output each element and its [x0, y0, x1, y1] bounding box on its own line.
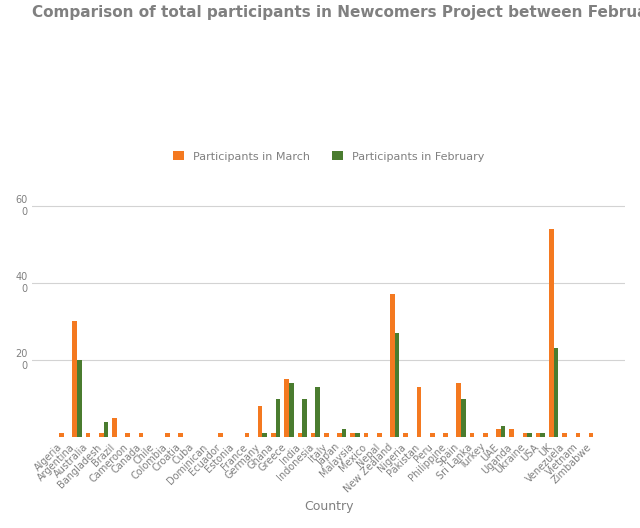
Bar: [461, 399, 466, 437]
X-axis label: Country: Country: [304, 500, 353, 513]
Bar: [289, 383, 294, 437]
Bar: [355, 433, 360, 437]
Bar: [549, 229, 554, 437]
Bar: [125, 433, 130, 437]
Bar: [496, 429, 500, 437]
Bar: [77, 360, 82, 437]
Bar: [86, 433, 90, 437]
Bar: [311, 433, 316, 437]
Bar: [390, 295, 395, 437]
Bar: [276, 399, 280, 437]
Bar: [302, 399, 307, 437]
Bar: [324, 433, 328, 437]
Bar: [470, 433, 474, 437]
Bar: [509, 429, 514, 437]
Bar: [575, 433, 580, 437]
Bar: [99, 433, 104, 437]
Bar: [284, 379, 289, 437]
Bar: [165, 433, 170, 437]
Bar: [351, 433, 355, 437]
Bar: [112, 418, 116, 437]
Bar: [430, 433, 435, 437]
Bar: [456, 383, 461, 437]
Bar: [218, 433, 223, 437]
Bar: [563, 433, 567, 437]
Bar: [395, 333, 399, 437]
Bar: [72, 322, 77, 437]
Bar: [527, 433, 532, 437]
Text: Comparison of total participants in Newcomers Project between February 2021 and : Comparison of total participants in Newc…: [32, 5, 640, 20]
Bar: [523, 433, 527, 437]
Bar: [244, 433, 249, 437]
Bar: [262, 433, 267, 437]
Legend: Participants in March, Participants in February: Participants in March, Participants in F…: [168, 147, 489, 166]
Bar: [139, 433, 143, 437]
Bar: [554, 348, 558, 437]
Bar: [316, 387, 320, 437]
Bar: [540, 433, 545, 437]
Bar: [258, 406, 262, 437]
Bar: [403, 433, 408, 437]
Bar: [271, 433, 276, 437]
Bar: [536, 433, 540, 437]
Bar: [589, 433, 593, 437]
Bar: [342, 429, 346, 437]
Bar: [483, 433, 488, 437]
Bar: [443, 433, 448, 437]
Bar: [59, 433, 64, 437]
Bar: [337, 433, 342, 437]
Bar: [298, 433, 302, 437]
Bar: [179, 433, 183, 437]
Bar: [364, 433, 369, 437]
Bar: [417, 387, 421, 437]
Bar: [104, 422, 108, 437]
Bar: [377, 433, 381, 437]
Bar: [500, 426, 506, 437]
